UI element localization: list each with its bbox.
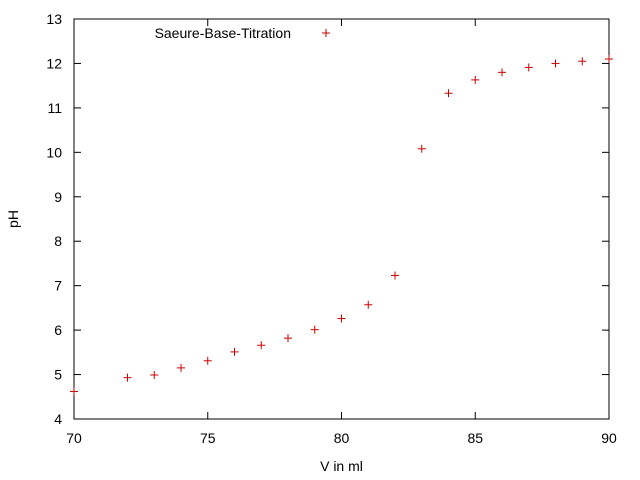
x-tick-label: 85 (467, 430, 483, 446)
data-point (70, 387, 78, 396)
data-point (177, 363, 185, 372)
data-point (444, 89, 453, 98)
axis-tick-labels: 70 75 80 85 90 4 5 6 7 8 9 10 11 12 13 (46, 11, 617, 446)
data-point (284, 334, 292, 343)
y-tick-label: 7 (54, 278, 62, 294)
y-tick-label: 11 (47, 100, 62, 116)
data-point (150, 371, 159, 379)
data-point (551, 59, 560, 68)
legend-marker (322, 29, 330, 37)
y-tick-label: 4 (54, 411, 62, 427)
y-tick-label: 13 (46, 11, 62, 27)
data-point (257, 341, 266, 350)
data-points (70, 55, 613, 396)
y-tick-label: 9 (54, 189, 62, 205)
data-point (605, 55, 613, 63)
y-tick-label: 5 (54, 367, 62, 383)
y-tick-label: 12 (46, 55, 62, 71)
data-point (123, 373, 132, 382)
legend-label: Saeure-Base-Titration (155, 25, 291, 41)
y-axis-label: pH (5, 210, 21, 228)
plot-frame (73, 18, 610, 420)
data-point (230, 347, 239, 356)
data-point (391, 271, 399, 280)
x-axis-label: V in ml (320, 458, 363, 474)
y-tick-label: 8 (54, 233, 62, 249)
data-point (203, 356, 212, 365)
axis-ticks (73, 18, 610, 420)
data-point (578, 57, 587, 66)
data-point (471, 75, 480, 84)
x-tick-label: 80 (334, 430, 350, 446)
x-tick-label: 75 (200, 430, 216, 446)
x-tick-label: 70 (66, 430, 82, 446)
data-point (310, 325, 319, 334)
legend: Saeure-Base-Titration (155, 25, 330, 41)
data-point (524, 63, 533, 72)
data-point (417, 144, 426, 153)
legend-marker-plus (322, 29, 330, 37)
x-tick-label: 90 (601, 430, 617, 446)
y-tick-label: 10 (46, 144, 62, 160)
y-tick-label: 6 (54, 322, 62, 338)
data-point (364, 300, 373, 309)
data-point (498, 68, 506, 77)
data-point (337, 314, 346, 323)
